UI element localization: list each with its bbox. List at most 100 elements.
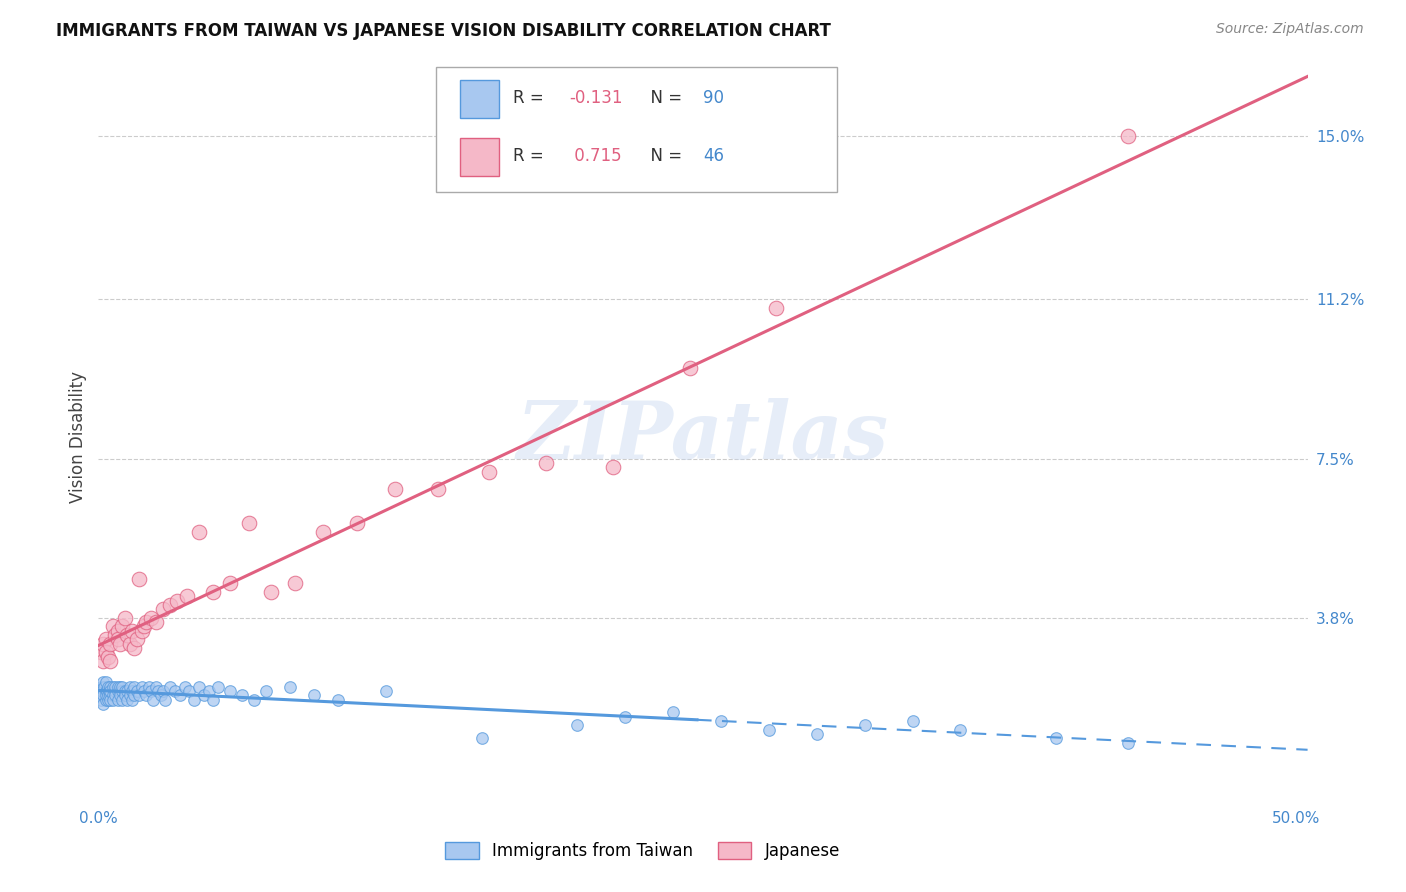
Point (602, 460, 624, 475)
Point (115, 684, 138, 698)
Point (107, 692, 129, 706)
Point (238, 516, 260, 530)
Point (765, 301, 787, 315)
Point (114, 688, 136, 702)
Point (94, 632, 117, 647)
Point (97, 649, 120, 664)
Point (108, 680, 131, 694)
Point (100, 654, 122, 668)
Point (115, 692, 138, 706)
Point (97, 680, 120, 694)
Point (90, 645, 112, 659)
Point (128, 572, 150, 586)
Text: IMMIGRANTS FROM TAIWAN VS JAPANESE VISION DISABILITY CORRELATION CHART: IMMIGRANTS FROM TAIWAN VS JAPANESE VISIO… (56, 22, 831, 40)
Point (125, 684, 148, 698)
Point (176, 589, 198, 603)
Point (139, 611, 162, 625)
Point (202, 585, 225, 599)
Point (125, 632, 148, 647)
Point (132, 619, 155, 633)
Point (173, 680, 195, 694)
Point (142, 692, 165, 706)
Point (312, 524, 335, 539)
Text: 0.715: 0.715 (569, 147, 621, 165)
Point (302, 688, 325, 702)
Point (100, 637, 122, 651)
Point (145, 615, 167, 629)
Legend: Immigrants from Taiwan, Japanese: Immigrants from Taiwan, Japanese (446, 842, 839, 860)
Point (219, 684, 242, 698)
Point (260, 585, 283, 599)
Point (96, 684, 118, 698)
Point (111, 680, 134, 694)
Point (128, 688, 150, 702)
Point (567, 718, 589, 732)
Text: ZIPatlas: ZIPatlas (517, 399, 889, 475)
Point (101, 680, 124, 694)
Point (284, 576, 307, 591)
Text: -0.131: -0.131 (569, 89, 623, 107)
Point (94, 688, 117, 702)
Point (166, 593, 188, 607)
Point (679, 361, 702, 376)
Text: N =: N = (640, 89, 688, 107)
Point (243, 692, 266, 706)
Point (901, 714, 924, 728)
Point (111, 692, 134, 706)
Point (108, 684, 131, 698)
Point (1116, 128, 1139, 143)
Point (107, 684, 129, 698)
Point (1045, 731, 1067, 746)
Point (427, 482, 450, 496)
Point (231, 688, 253, 702)
Point (758, 723, 780, 737)
Point (89, 688, 111, 702)
Text: R =: R = (513, 147, 550, 165)
Point (91, 688, 114, 702)
Point (139, 684, 162, 698)
Point (91, 637, 114, 651)
Point (104, 628, 127, 642)
Point (152, 684, 174, 698)
Point (326, 692, 349, 706)
Point (662, 706, 685, 720)
Point (91, 654, 114, 668)
Point (163, 684, 186, 698)
Point (188, 680, 211, 694)
Point (101, 692, 124, 706)
Point (94, 692, 117, 706)
Point (121, 692, 143, 706)
Point (614, 710, 637, 724)
Point (188, 524, 211, 539)
Point (100, 692, 122, 706)
Point (478, 465, 501, 479)
Text: Source: ZipAtlas.com: Source: ZipAtlas.com (1216, 22, 1364, 37)
Point (94, 684, 117, 698)
Point (107, 632, 129, 647)
Point (806, 727, 828, 741)
Point (111, 684, 134, 698)
Point (169, 688, 191, 702)
Point (114, 684, 136, 698)
Point (107, 624, 129, 638)
Text: 90: 90 (703, 89, 724, 107)
Point (149, 688, 172, 702)
Point (97, 692, 120, 706)
Point (121, 624, 143, 638)
Point (384, 482, 406, 496)
Point (90, 680, 112, 694)
Point (111, 619, 134, 633)
Point (534, 456, 557, 470)
Point (131, 624, 153, 638)
Point (90, 692, 112, 706)
Point (135, 615, 157, 629)
Point (197, 684, 219, 698)
Point (100, 688, 122, 702)
Point (118, 688, 141, 702)
Point (101, 688, 124, 702)
Point (94, 645, 117, 659)
Point (148, 684, 170, 698)
Point (132, 684, 155, 698)
Point (135, 688, 157, 702)
Point (1116, 735, 1139, 749)
